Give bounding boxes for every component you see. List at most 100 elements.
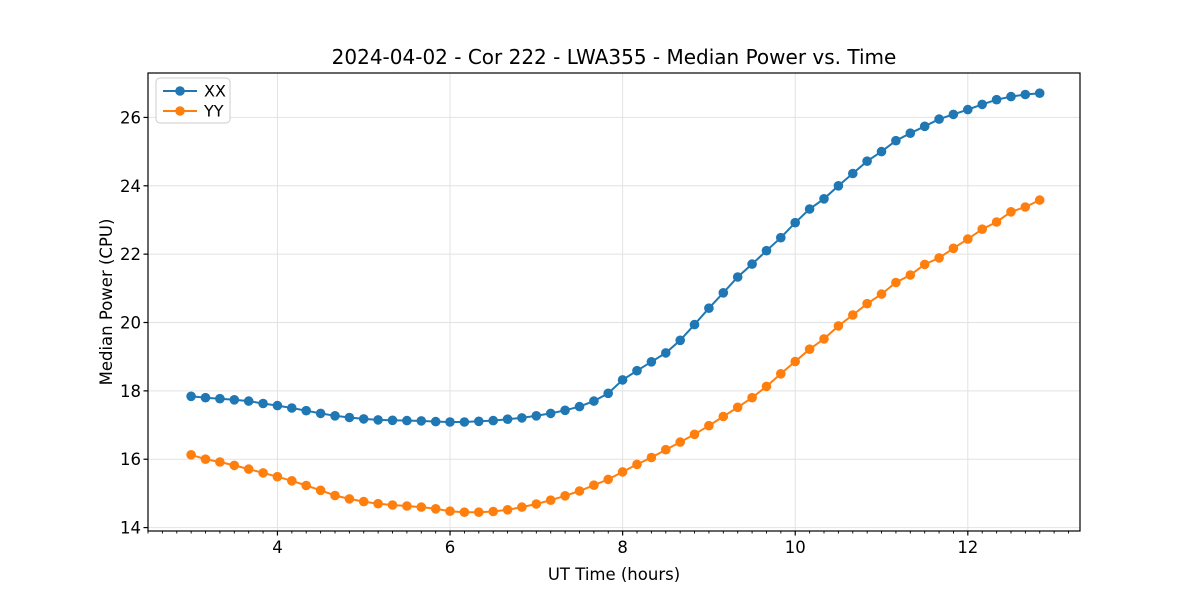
data-point-YY xyxy=(430,504,441,514)
data-point-XX xyxy=(258,398,268,409)
data-point-YY xyxy=(991,217,1002,227)
data-point-YY xyxy=(905,270,916,280)
plot-border xyxy=(147,72,1081,532)
data-point-YY xyxy=(459,507,470,517)
data-point-YY xyxy=(704,420,714,431)
data-point-XX xyxy=(1006,91,1016,102)
data-point-YY xyxy=(876,289,887,299)
data-point-YY xyxy=(200,454,211,465)
data-point-YY xyxy=(819,334,829,344)
data-point-XX xyxy=(848,168,858,179)
data-point-XX xyxy=(1020,89,1031,100)
data-point-YY xyxy=(790,356,800,367)
chart-title: 2024-04-02 - Cor 222 - LWA355 - Median P… xyxy=(332,45,897,69)
data-point-XX xyxy=(617,375,628,385)
data-point-XX xyxy=(502,414,513,425)
data-point-XX xyxy=(891,135,901,146)
data-point-YY xyxy=(1006,207,1016,217)
data-point-XX xyxy=(732,272,743,282)
data-point-YY xyxy=(661,444,671,455)
x-tick-label: 8 xyxy=(617,538,628,557)
data-point-XX xyxy=(243,396,254,406)
data-point-YY xyxy=(301,480,312,491)
data-point-XX xyxy=(804,204,815,214)
data-point-YY xyxy=(747,392,757,403)
data-point-YY xyxy=(243,464,254,474)
data-point-XX xyxy=(344,412,355,423)
data-point-XX xyxy=(402,415,412,426)
data-point-XX xyxy=(661,348,671,358)
data-point-XX xyxy=(689,319,700,330)
data-point-XX xyxy=(229,395,240,405)
gridlines xyxy=(148,73,1080,531)
data-point-XX xyxy=(301,405,312,416)
data-point-YY xyxy=(919,259,930,270)
data-point-YY xyxy=(531,499,542,509)
data-point-XX xyxy=(445,417,455,427)
data-point-XX xyxy=(761,245,772,256)
data-point-YY xyxy=(948,243,959,254)
data-point-XX xyxy=(430,416,441,427)
data-point-YY xyxy=(589,480,599,491)
data-point-XX xyxy=(545,408,556,419)
data-point-YY xyxy=(517,502,527,512)
legend-marker xyxy=(175,86,185,96)
data-point-XX xyxy=(574,401,585,412)
data-point-XX xyxy=(358,414,369,424)
axis-ticks xyxy=(143,116,1069,536)
data-point-XX xyxy=(632,365,642,376)
data-point-XX xyxy=(833,181,844,191)
data-point-YY xyxy=(617,467,628,477)
data-point-XX xyxy=(919,121,930,132)
data-point-XX xyxy=(905,128,916,138)
data-series xyxy=(186,88,1045,517)
data-point-XX xyxy=(186,391,196,402)
data-point-YY xyxy=(718,411,729,422)
data-point-XX xyxy=(560,405,570,416)
y-tick-label: 26 xyxy=(120,108,141,127)
data-point-YY xyxy=(833,321,844,331)
y-axis-label: Median Power (CPU) xyxy=(97,219,116,386)
data-point-YY xyxy=(258,468,268,478)
data-point-YY xyxy=(373,498,383,509)
data-point-XX xyxy=(991,94,1002,105)
data-point-YY xyxy=(732,402,743,413)
data-point-YY xyxy=(603,474,613,485)
data-point-YY xyxy=(1034,195,1045,205)
series-line-YY xyxy=(190,199,1041,514)
data-point-YY xyxy=(804,344,815,355)
data-point-YY xyxy=(891,277,901,288)
data-point-YY xyxy=(502,505,513,515)
data-point-XX xyxy=(934,114,944,124)
data-point-XX xyxy=(517,413,527,423)
data-point-XX xyxy=(876,146,887,157)
data-point-YY xyxy=(272,471,283,482)
legend-marker xyxy=(175,106,185,116)
data-point-XX xyxy=(272,400,283,411)
data-point-YY xyxy=(862,298,872,309)
y-tick-label: 20 xyxy=(120,314,141,333)
data-point-XX xyxy=(675,335,685,346)
data-point-YY xyxy=(689,429,700,440)
data-point-YY xyxy=(675,437,685,447)
data-point-XX xyxy=(459,417,470,427)
y-tick-label: 22 xyxy=(120,245,141,264)
y-tick-label: 16 xyxy=(120,450,141,469)
data-point-XX xyxy=(200,392,211,403)
series-line-XX xyxy=(191,92,1040,423)
data-point-XX xyxy=(603,388,613,399)
x-tick-label: 12 xyxy=(957,538,978,557)
data-point-YY xyxy=(488,506,499,517)
data-point-XX xyxy=(474,416,484,427)
data-point-YY xyxy=(934,253,944,263)
data-point-YY xyxy=(445,506,455,516)
data-point-XX xyxy=(948,109,959,120)
legend-label: XX xyxy=(204,82,226,101)
data-point-YY xyxy=(387,500,398,510)
data-point-XX xyxy=(387,415,398,426)
data-point-YY xyxy=(186,450,196,460)
data-point-YY xyxy=(330,490,340,501)
